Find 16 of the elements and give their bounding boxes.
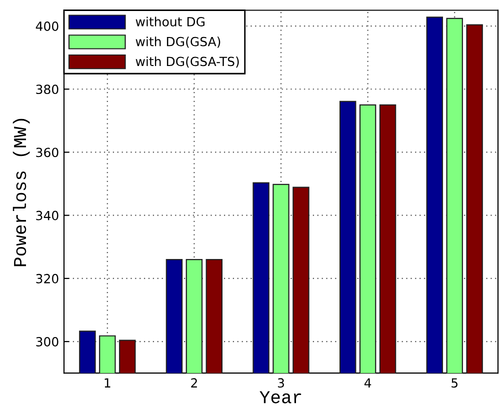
y-tick-label: 340: [36, 210, 58, 220]
x-tick-label: 2: [191, 378, 197, 388]
legend-label: with DG(GSA-TS): [136, 56, 239, 68]
y-tick-label: 400: [36, 22, 58, 31]
y-tick-label: 300: [36, 337, 58, 346]
y-tick-label: 380: [36, 84, 58, 94]
legend-label: with DG(GSA): [136, 36, 220, 48]
y-axis-title: Powerloss (MW): [12, 118, 30, 266]
x-tick-label: 3: [278, 378, 284, 388]
x-tick-label: 4: [364, 378, 372, 388]
x-axis-title: Year: [260, 391, 302, 404]
y-tick-label: 320: [36, 274, 58, 284]
legend-label: without DG: [136, 16, 204, 26]
y-tick-label: 360: [36, 148, 58, 158]
x-tick-label: 5: [452, 378, 458, 388]
x-tick-label: 1: [104, 378, 110, 388]
